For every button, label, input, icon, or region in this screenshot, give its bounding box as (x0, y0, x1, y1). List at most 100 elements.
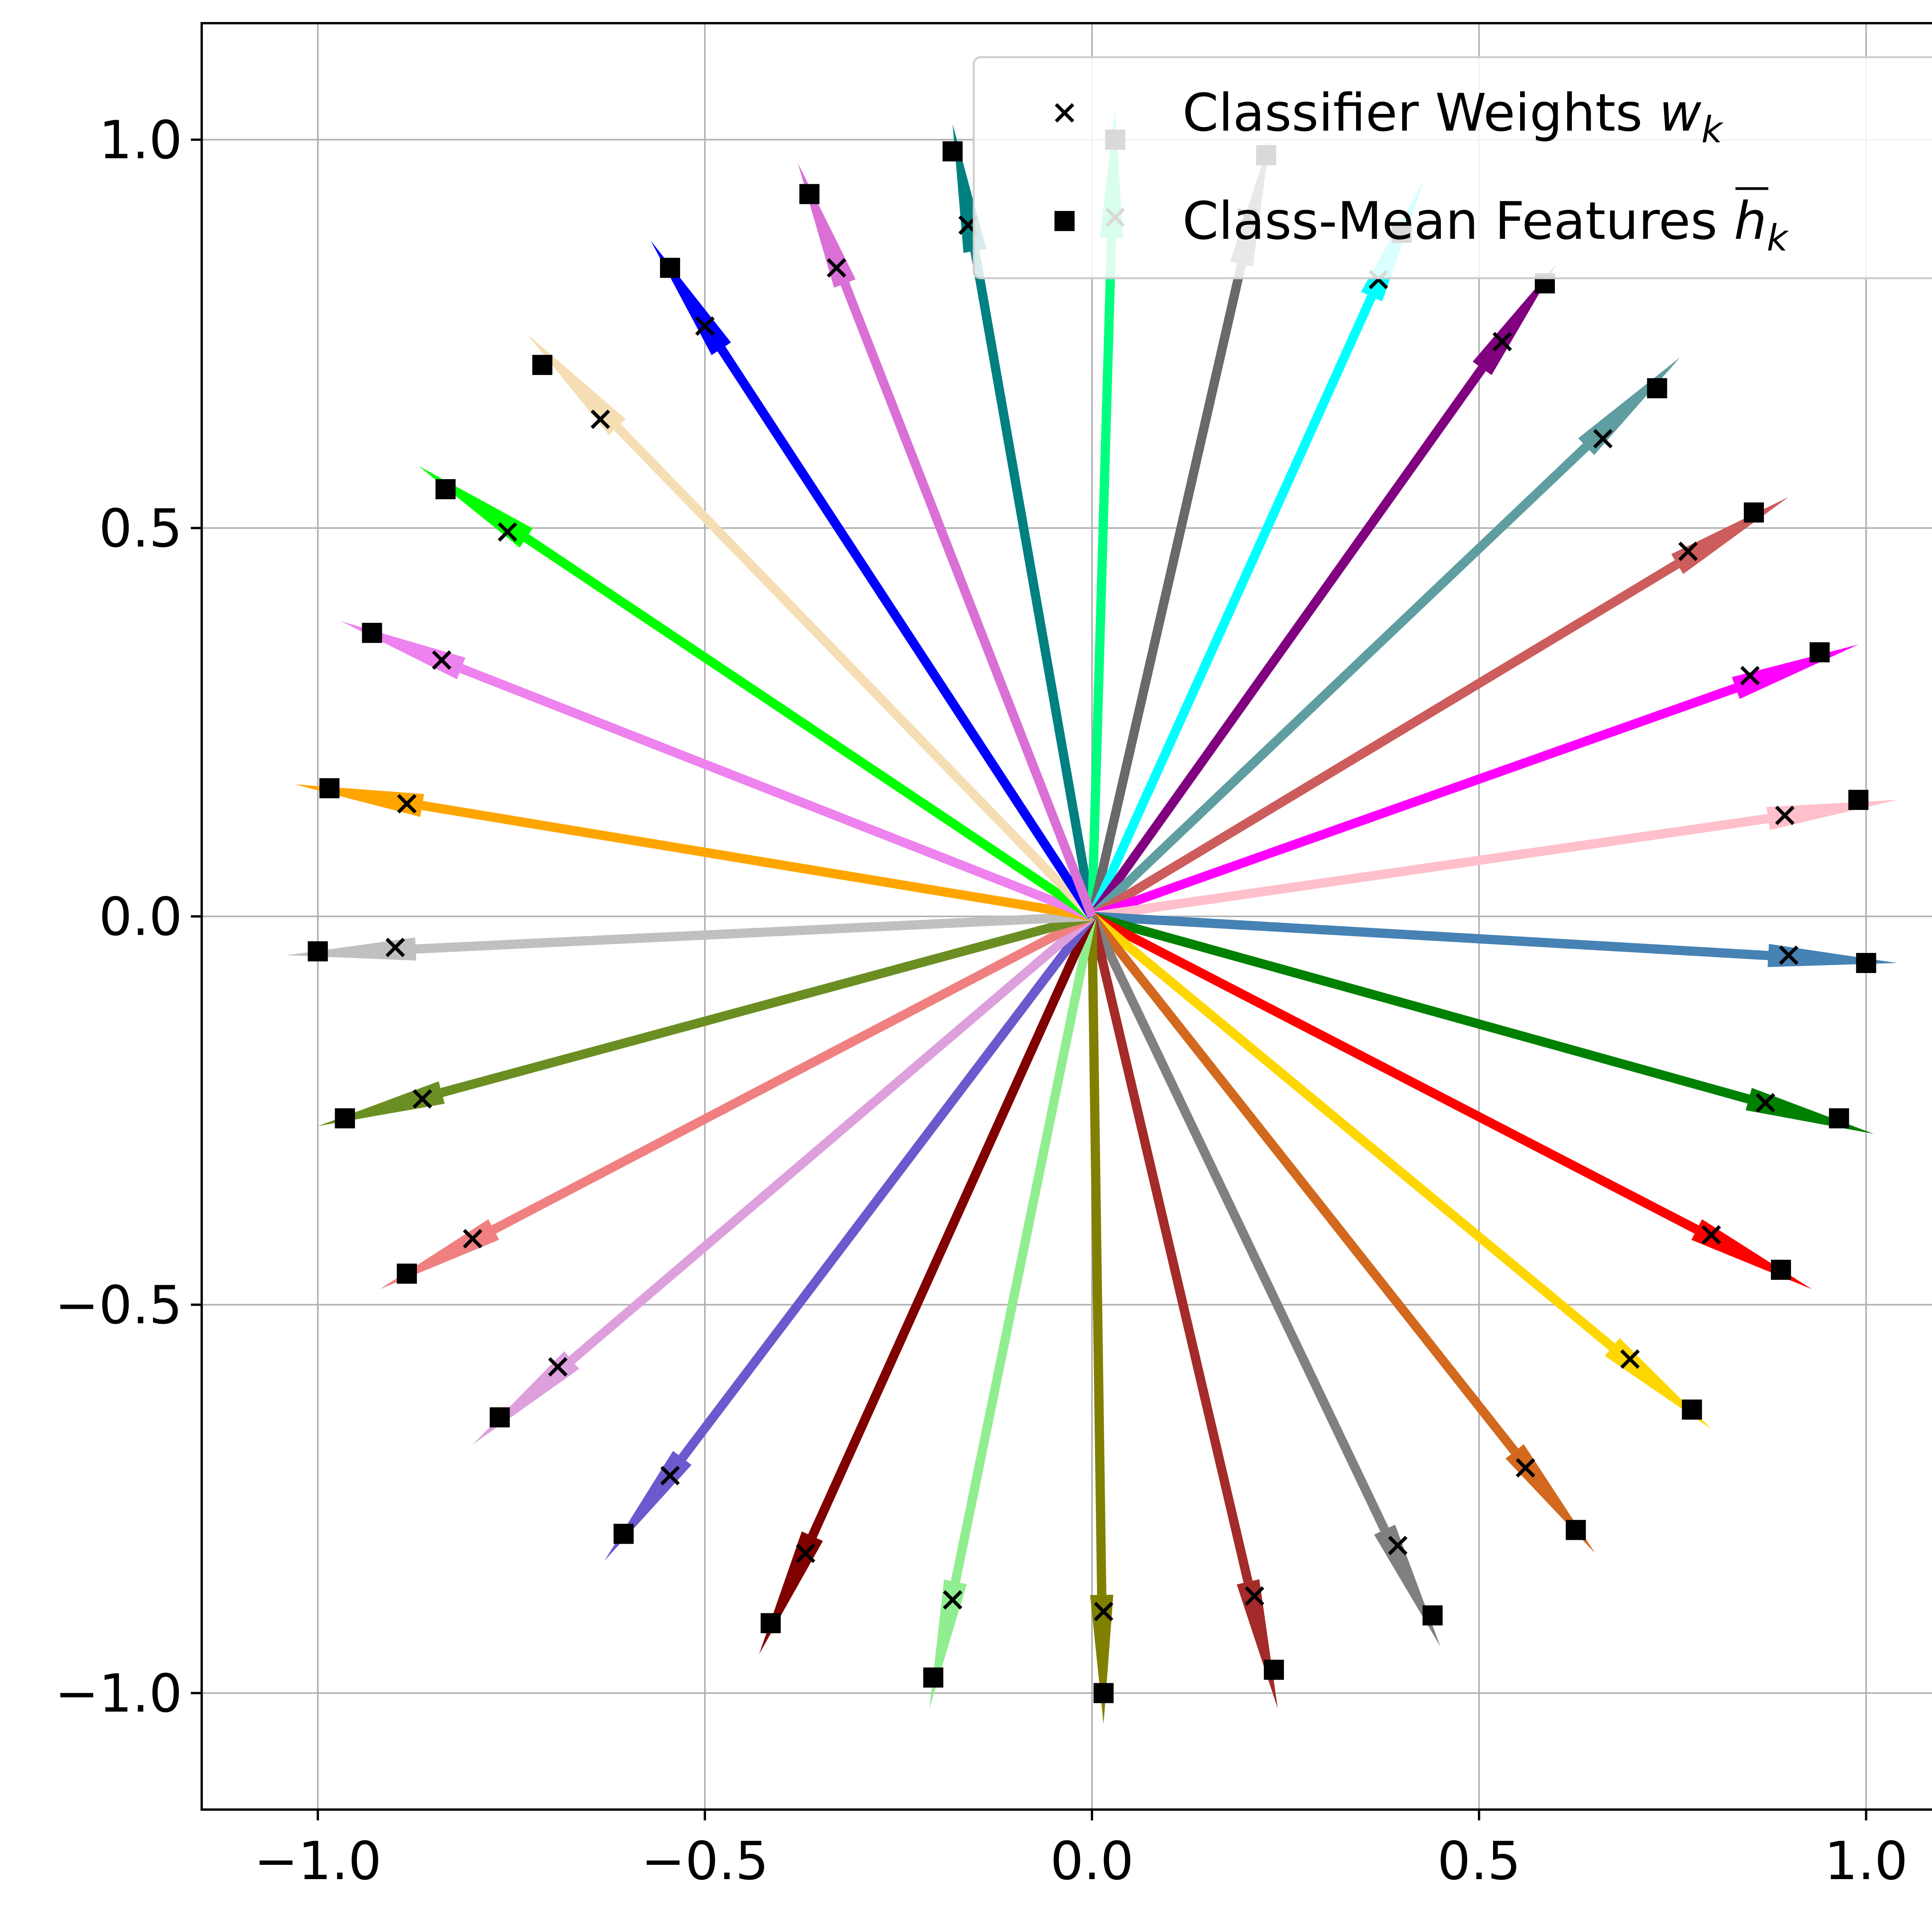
legend-marker-means (1054, 211, 1075, 231)
weight-marker-26 (498, 522, 517, 542)
weight-marker-23 (385, 937, 405, 958)
x-tick-label: −1.0 (254, 1831, 381, 1892)
legend-label-means: Class-Mean Features hk (1182, 191, 1789, 259)
weight-marker-28 (695, 316, 715, 336)
mean-marker-6 (1743, 502, 1764, 523)
mean-marker-18 (760, 1613, 781, 1633)
x-axis-ticks: −1.0 −0.5 0.0 0.5 1.0 (254, 1810, 1908, 1892)
class-vector-4 (1088, 366, 1486, 919)
class-vector-18 (808, 914, 1096, 1538)
mean-marker-27 (532, 355, 553, 375)
class-vector-25 (459, 664, 1094, 921)
class-vector-3 (1088, 294, 1376, 919)
mean-marker-29 (799, 184, 820, 204)
markers (308, 129, 1876, 1703)
mean-marker-5 (1647, 378, 1667, 398)
y-tick-label: −1.0 (55, 1664, 182, 1725)
x-tick-label: 0.5 (1437, 1831, 1521, 1892)
legend-square-marker (1054, 211, 1075, 231)
class-vector-20 (568, 913, 1095, 1364)
legend-x-marker (1054, 103, 1075, 123)
class-vector-head-16 (1090, 1595, 1114, 1724)
x-tick-label: 0.0 (1050, 1831, 1134, 1892)
weight-marker-10 (1755, 1093, 1776, 1113)
mean-marker-9 (1856, 953, 1876, 973)
class-vector-6 (1089, 560, 1680, 920)
weight-marker-25 (432, 650, 452, 670)
weight-marker-11 (1701, 1225, 1721, 1245)
weight-marker-15 (1245, 1586, 1264, 1606)
y-tick-label: 0.5 (99, 498, 182, 560)
class-vector-27 (614, 424, 1095, 920)
mean-marker-14 (1422, 1605, 1443, 1626)
mean-marker-12 (1682, 1399, 1702, 1420)
mean-marker-13 (1566, 1520, 1586, 1540)
weight-marker-12 (1620, 1349, 1640, 1369)
class-vector-22 (440, 912, 1094, 1097)
mean-marker-16 (1094, 1683, 1114, 1703)
class-vector-23 (415, 912, 1092, 954)
weight-marker-29 (827, 258, 847, 278)
class-vector-29 (840, 282, 1097, 918)
class-vector-14 (1088, 914, 1389, 1532)
mean-marker-19 (613, 1524, 634, 1544)
mean-marker-11 (1771, 1260, 1791, 1280)
class-vector-7 (1090, 684, 1738, 921)
x-tick-label: 1.0 (1824, 1831, 1908, 1892)
class-vector-0 (970, 250, 1097, 917)
class-vector-21 (492, 912, 1094, 1234)
y-axis-ticks: −1.0 −0.5 0.0 0.5 1.0 (55, 110, 202, 1725)
class-vector-24 (421, 801, 1093, 921)
mean-marker-15 (1264, 1660, 1284, 1680)
class-vector-13 (1088, 913, 1519, 1454)
mean-marker-23 (308, 941, 328, 961)
mean-marker-21 (396, 1264, 417, 1284)
class-vector-2 (1087, 263, 1246, 918)
weight-marker-21 (463, 1229, 483, 1249)
weight-marker-8 (1775, 806, 1795, 825)
mean-marker-28 (660, 258, 680, 278)
y-tick-label: 1.0 (99, 110, 182, 171)
y-tick-label: −0.5 (55, 1275, 182, 1336)
weight-marker-5 (1593, 429, 1613, 449)
weight-marker-19 (660, 1466, 680, 1485)
weight-marker-20 (548, 1357, 568, 1377)
legend-box (973, 56, 1932, 279)
class-vector-28 (717, 346, 1096, 919)
weight-marker-7 (1740, 666, 1760, 685)
mean-marker-8 (1848, 790, 1869, 810)
legend: Classifier Weights wk Class-Mean Feature… (973, 56, 1932, 279)
class-vector-9 (1092, 912, 1769, 960)
y-tick-label: 0.0 (99, 887, 182, 948)
class-vector-16 (1087, 916, 1107, 1595)
weight-marker-4 (1492, 332, 1512, 352)
weight-marker-22 (412, 1089, 432, 1109)
class-vector-19 (679, 913, 1096, 1461)
weight-marker-13 (1515, 1458, 1536, 1478)
mean-marker-10 (1829, 1108, 1849, 1129)
mean-marker-24 (319, 778, 340, 798)
class-vector-10 (1090, 912, 1750, 1104)
mean-marker-7 (1810, 642, 1830, 663)
mean-marker-25 (362, 623, 382, 643)
class-vector-17 (951, 915, 1097, 1583)
mean-marker-0 (942, 141, 963, 162)
class-vector-11 (1090, 912, 1699, 1234)
class-vector-12 (1089, 913, 1615, 1351)
weight-marker-18 (796, 1543, 815, 1563)
mean-marker-22 (335, 1108, 355, 1129)
class-vector-26 (524, 534, 1095, 920)
class-vector-5 (1088, 443, 1590, 920)
weight-marker-17 (943, 1590, 963, 1610)
class-vector-8 (1091, 814, 1769, 921)
x-tick-label: −0.5 (641, 1831, 769, 1892)
weight-marker-9 (1779, 945, 1799, 965)
mean-marker-17 (923, 1667, 944, 1688)
weight-marker-14 (1388, 1536, 1408, 1555)
legend-label-weights: Classifier Weights wk (1182, 83, 1724, 151)
legend-marker-weights (1054, 103, 1075, 123)
weight-marker-16 (1094, 1602, 1114, 1621)
mean-marker-20 (490, 1407, 510, 1427)
